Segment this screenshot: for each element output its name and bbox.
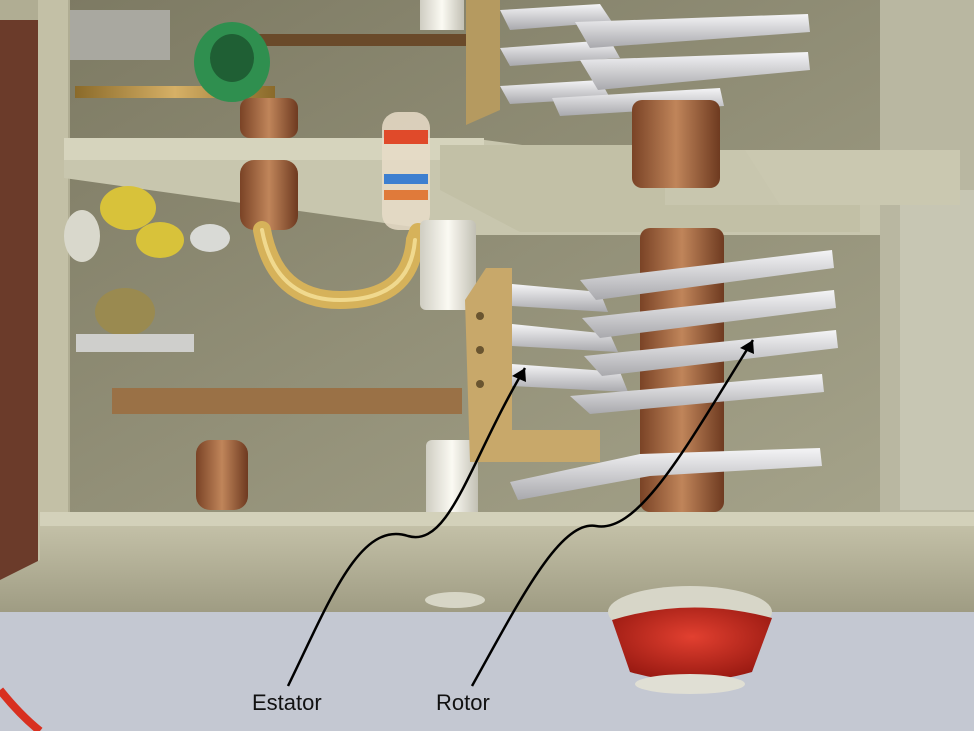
ceramic-post-bottom xyxy=(426,440,478,520)
silver-knob-left xyxy=(64,210,100,262)
estator-arrowhead xyxy=(512,368,526,382)
solder-blob xyxy=(190,224,230,252)
brown-resistor-bottom xyxy=(196,440,248,510)
red-wire xyxy=(0,687,43,731)
front-chassis-lip xyxy=(0,512,974,612)
yellow-capacitor-2 xyxy=(136,222,184,258)
ceramic-post-top xyxy=(420,0,464,30)
right-tab xyxy=(745,150,960,205)
stator-bracket-top xyxy=(466,0,500,125)
rotor-arrowhead xyxy=(740,340,754,354)
diode-band-red xyxy=(384,130,428,144)
brown-resistor-top xyxy=(240,98,298,138)
diode-band-blue xyxy=(384,174,428,184)
shelf-edge xyxy=(64,138,484,160)
lower-silver-bracket xyxy=(76,334,194,352)
yellow-capacitor-1 xyxy=(100,186,156,230)
estator-arrow xyxy=(286,367,527,687)
pcb-edge xyxy=(0,20,38,580)
rotor-shaft-lower xyxy=(640,228,724,512)
rotor-label: Rotor xyxy=(436,690,490,715)
rotor-shaft-top xyxy=(632,100,720,188)
chassis-hole xyxy=(425,592,485,608)
left-flange xyxy=(38,0,68,600)
feedthrough-body xyxy=(240,160,298,230)
front-lip-edge xyxy=(40,512,974,526)
green-coil-hole xyxy=(210,34,254,82)
top-brown-wire xyxy=(250,34,470,46)
yellow-bent-wire-shine xyxy=(260,228,417,303)
shaft-end xyxy=(635,674,745,694)
chassis-right-panel xyxy=(900,190,974,510)
lower-pcb-strip xyxy=(112,388,462,414)
small-coil-lower xyxy=(95,288,155,336)
ceramic-post-mid xyxy=(420,220,476,310)
top-metal-tube xyxy=(70,10,170,60)
stator-plates-lower xyxy=(512,284,628,392)
background-shade xyxy=(0,600,974,731)
glass-diode xyxy=(382,112,430,230)
diode-band-orange xyxy=(384,190,428,200)
red-sealant xyxy=(612,607,772,681)
estator-label: Estator xyxy=(252,690,322,715)
rotor-arrow xyxy=(470,339,755,687)
rotor-plates-top xyxy=(552,14,810,116)
stator-holes xyxy=(476,312,484,388)
rotor-bracket xyxy=(440,145,860,232)
